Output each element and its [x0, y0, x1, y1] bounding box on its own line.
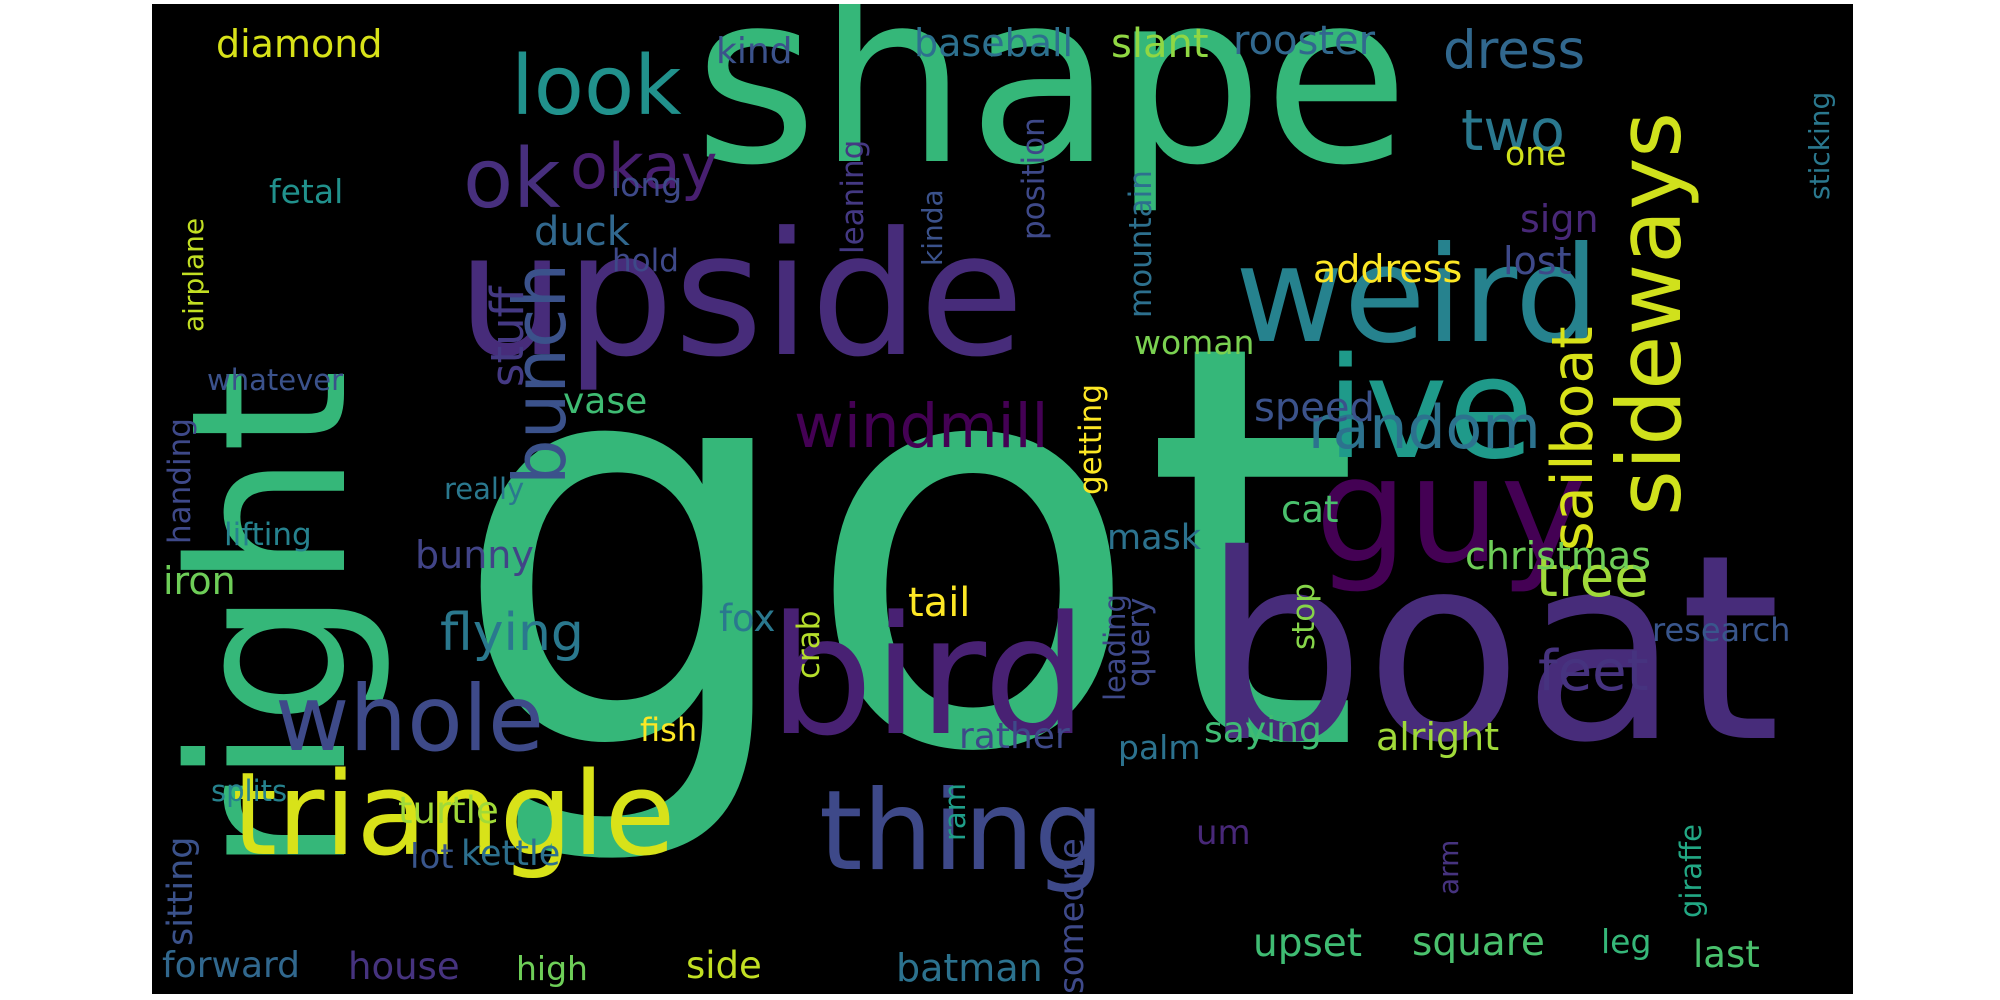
word-splits: splits: [211, 774, 288, 808]
word-long: long: [611, 165, 683, 204]
word-tail: tail: [908, 580, 971, 626]
word-sign: sign: [1520, 197, 1599, 241]
word-iron: iron: [163, 559, 236, 603]
word-duck: duck: [534, 209, 630, 255]
word-mask: mask: [1107, 518, 1202, 558]
word-lot: lot: [410, 837, 454, 877]
word-kettle: kettle: [461, 834, 561, 874]
word-stop: stop: [1286, 583, 1322, 650]
word-diamond: diamond: [216, 22, 383, 66]
word-leg: leg: [1601, 922, 1652, 961]
word-mountain: mountain: [1123, 170, 1159, 318]
word-bunny: bunny: [415, 533, 534, 577]
word-arm: arm: [1432, 839, 1465, 895]
word-high: high: [516, 949, 588, 988]
word-leading: leading: [1098, 594, 1132, 701]
word-position: position: [1016, 117, 1052, 240]
word-palm: palm: [1118, 728, 1201, 767]
word-cloud: got shape right boat upside weird bird i…: [152, 4, 1853, 994]
word-alright: alright: [1376, 715, 1500, 759]
word-leaning: leaning: [835, 139, 871, 254]
word-really: really: [444, 472, 525, 506]
word-um: um: [1196, 813, 1251, 853]
word-shape: shape: [694, 4, 1410, 217]
word-kind: kind: [716, 31, 793, 72]
word-got: got: [450, 227, 1362, 874]
word-kinda: kinda: [916, 189, 949, 266]
word-upset: upset: [1253, 921, 1363, 966]
word-ram: ram: [938, 783, 972, 841]
word-rather: rather: [959, 716, 1070, 757]
word-ok: ok: [463, 132, 561, 227]
word-fox: fox: [719, 597, 776, 640]
word-giraffe: giraffe: [1674, 824, 1708, 918]
word-saying: saying: [1204, 710, 1322, 751]
word-windmill: windmill: [794, 391, 1049, 462]
word-sideways: sideways: [1598, 111, 1701, 516]
word-dress: dress: [1443, 20, 1586, 81]
word-vase: vase: [563, 381, 648, 422]
word-feet: feet: [1538, 639, 1649, 704]
word-one: one: [1505, 134, 1567, 173]
word-stuff: stuff: [481, 286, 534, 387]
word-triangle: triangle: [232, 748, 676, 882]
word-whatever: whatever: [207, 363, 344, 397]
word-tree: tree: [1536, 545, 1649, 610]
word-turtle: turtle: [398, 789, 499, 832]
word-hold: hold: [612, 243, 679, 279]
word-side: side: [686, 944, 762, 987]
word-guy: guy: [1315, 426, 1587, 596]
word-bird: bird: [769, 581, 1088, 772]
word-forward: forward: [162, 945, 301, 986]
word-fish: fish: [640, 711, 698, 749]
word-fetal: fetal: [269, 172, 344, 211]
word-sitting: sitting: [161, 836, 201, 946]
word-crab: crab: [791, 610, 827, 679]
word-baseball: baseball: [914, 21, 1074, 65]
word-square: square: [1412, 920, 1545, 965]
word-upside: upside: [457, 196, 1025, 395]
word-handing: handing: [162, 418, 198, 544]
word-getting: getting: [1073, 384, 1109, 495]
word-flying: flying: [440, 603, 584, 663]
word-woman: woman: [1134, 323, 1255, 362]
word-random: random: [1308, 393, 1541, 463]
word-cat: cat: [1281, 488, 1339, 531]
word-speed: speed: [1254, 385, 1375, 431]
word-weird: weird: [1235, 219, 1600, 373]
word-rooster: rooster: [1233, 18, 1376, 64]
word-lifting: lifting: [224, 517, 312, 553]
word-sticking: sticking: [1803, 91, 1836, 200]
word-thing: thing: [819, 767, 1105, 896]
word-batman: batman: [896, 946, 1043, 990]
word-two: two: [1461, 98, 1565, 164]
word-someone: someone: [1052, 838, 1092, 994]
word-okay: okay: [570, 130, 718, 203]
word-last: last: [1693, 933, 1760, 976]
word-ive: ive: [1326, 328, 1534, 491]
word-address: address: [1313, 247, 1463, 291]
word-house: house: [348, 945, 460, 988]
word-boat: boat: [1202, 499, 1781, 799]
word-whole: whole: [275, 667, 545, 772]
word-airplane: airplane: [177, 217, 210, 332]
word-christmas: christmas: [1465, 534, 1651, 578]
word-research: research: [1652, 611, 1791, 649]
word-look: look: [511, 39, 682, 134]
word-sailboat: sailboat: [1540, 326, 1606, 551]
word-lost: lost: [1503, 239, 1572, 283]
word-slant: slant: [1111, 21, 1209, 67]
